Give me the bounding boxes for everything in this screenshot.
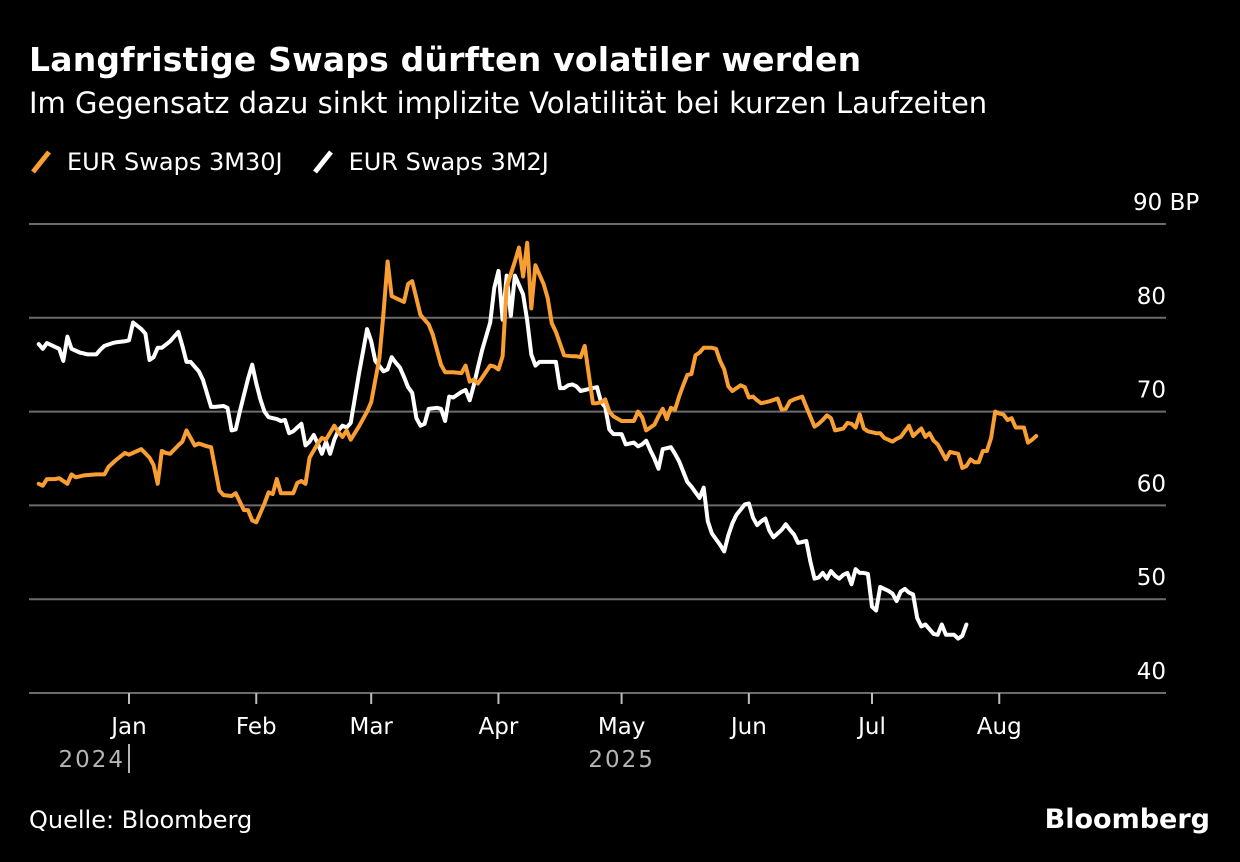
x-tick-label-apr: Apr: [479, 714, 519, 740]
y-tick-label-60: 60: [1137, 471, 1166, 497]
x-tick-label-feb: Feb: [236, 714, 277, 740]
legend-item-3m30j: EUR Swaps 3M30J: [29, 148, 283, 176]
legend: EUR Swaps 3M30J EUR Swaps 3M2J: [29, 148, 577, 176]
series-line-3m30j: [36, 240, 1039, 525]
legend-swatch-3m30j: [31, 150, 51, 174]
y-tick-label-90: 90 BP: [1133, 190, 1199, 216]
x-tick-label-may: May: [598, 714, 646, 740]
legend-swatch-3m2j: [312, 150, 333, 174]
series-line-3m2j: [36, 268, 969, 641]
y-tick-label-50: 50: [1137, 565, 1166, 591]
y-tick-label-80: 80: [1137, 284, 1166, 310]
x-tick-label-mar: Mar: [349, 714, 393, 740]
legend-item-3m2j: EUR Swaps 3M2J: [311, 148, 549, 176]
x-tick-label-aug: Aug: [977, 714, 1022, 740]
gridlines: [29, 223, 1166, 694]
y-axis: 90 BP 80 70 60 50 40: [1133, 190, 1199, 685]
legend-label-3m2j: EUR Swaps 3M2J: [348, 148, 549, 176]
y-tick-label-70: 70: [1137, 378, 1166, 404]
x-tick-label-jul: Jul: [856, 714, 886, 740]
year-label-2024: 2024: [58, 747, 125, 773]
x-tick-label-jun: Jun: [729, 714, 767, 740]
y-tick-label-40: 40: [1137, 659, 1166, 685]
chart-subtitle: Im Gegensatz dazu sinkt implizite Volati…: [29, 86, 988, 120]
legend-label-3m30j: EUR Swaps 3M30J: [67, 148, 283, 176]
source-note: Quelle: Bloomberg: [29, 806, 253, 834]
chart-title: Langfristige Swaps dürften volatiler wer…: [29, 40, 862, 79]
series-lines: [36, 240, 1039, 641]
bloomberg-logo: Bloomberg: [1044, 804, 1210, 835]
year-label-2025: 2025: [588, 747, 655, 773]
x-tick-label-jan: Jan: [109, 714, 146, 740]
x-axis: Jan Feb Mar Apr May Jun Jul Aug 2024 2025: [58, 693, 1022, 773]
